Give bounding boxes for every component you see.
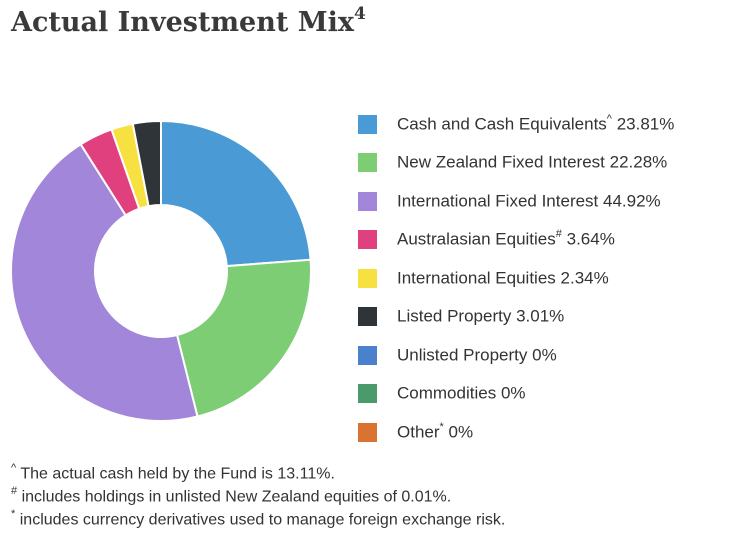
legend-item: Cash and Cash Equivalents^ 23.81% bbox=[358, 105, 674, 144]
legend-item: International Equities 2.34% bbox=[358, 259, 674, 298]
chart-title: Actual Investment Mix4 bbox=[11, 4, 366, 38]
footnote: * includes currency derivatives used to … bbox=[11, 504, 506, 529]
legend-item: International Fixed Interest 44.92% bbox=[358, 182, 674, 221]
legend-item: Australasian Equities# 3.64% bbox=[358, 221, 674, 260]
legend-label: International Equities 2.34% bbox=[397, 268, 609, 288]
footnote-mark: * bbox=[11, 508, 16, 520]
legend-label: Listed Property 3.01% bbox=[397, 307, 565, 327]
legend-swatch bbox=[358, 191, 377, 211]
legend-swatch bbox=[358, 153, 377, 173]
legend-label: Commodities 0% bbox=[397, 384, 526, 404]
legend-item: Commodities 0% bbox=[358, 375, 674, 414]
legend-label: Unlisted Property 0% bbox=[397, 345, 557, 365]
legend-label: Cash and Cash Equivalents^ 23.81% bbox=[397, 112, 675, 134]
legend-label: International Fixed Interest 44.92% bbox=[397, 191, 661, 211]
footnotes: ^ The actual cash held by the Fund is 13… bbox=[11, 458, 506, 529]
footnote: ^ The actual cash held by the Fund is 13… bbox=[11, 458, 505, 483]
legend-item: Other* 0% bbox=[358, 413, 674, 452]
legend-label: New Zealand Fixed Interest 22.28% bbox=[397, 153, 668, 173]
chart-legend: Cash and Cash Equivalents^ 23.81% New Ze… bbox=[358, 105, 674, 452]
legend-swatch bbox=[358, 230, 377, 250]
legend-swatch bbox=[358, 114, 377, 134]
legend-swatch bbox=[358, 384, 377, 404]
legend-label: Australasian Equities# 3.64% bbox=[397, 228, 615, 250]
legend-item: Unlisted Property 0% bbox=[358, 336, 674, 375]
footnote-text: includes holdings in unlisted New Zealan… bbox=[21, 488, 452, 506]
legend-item: New Zealand Fixed Interest 22.28% bbox=[358, 144, 674, 183]
footnote-text: includes currency derivatives used to ma… bbox=[19, 511, 506, 529]
donut-slice-international-fixed-interest bbox=[10, 142, 199, 422]
donut-slice-new-zealand-fixed-interest bbox=[175, 258, 312, 418]
legend-swatch bbox=[358, 422, 377, 442]
legend-swatch bbox=[358, 345, 377, 365]
donut-slice-cash-and-cash-equivalents bbox=[160, 120, 312, 268]
legend-item: Listed Property 3.01% bbox=[358, 298, 674, 337]
chart-title-footnote-ref: 4 bbox=[353, 4, 366, 24]
donut-slice-listed-property bbox=[131, 120, 162, 208]
footnote-mark: ^ bbox=[11, 462, 17, 474]
footnote-mark: # bbox=[11, 485, 18, 497]
footnote-text: The actual cash held by the Fund is 13.1… bbox=[20, 465, 335, 483]
legend-label: Other* 0% bbox=[397, 420, 474, 442]
footnote: # includes holdings in unlisted New Zeal… bbox=[11, 481, 505, 506]
legend-swatch bbox=[358, 268, 377, 288]
chart-title-text: Actual Investment Mix bbox=[11, 7, 354, 38]
donut-chart bbox=[10, 120, 312, 422]
legend-swatch bbox=[358, 307, 377, 327]
